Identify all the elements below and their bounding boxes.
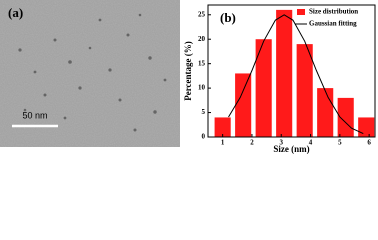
panel-label: (b) xyxy=(220,10,236,25)
legend-label: Gaussian fitting xyxy=(309,20,357,28)
bar xyxy=(276,9,293,138)
legend-label: Size distribution xyxy=(309,8,358,16)
chart: 0 5 10 15 20 25 1 2 3 4 5 6 Size (nm) Percentage (%) (… xyxy=(183,4,376,154)
bar xyxy=(337,97,354,137)
scale-bar-label: 50 nm xyxy=(22,110,47,120)
panel-label: (a) xyxy=(8,5,23,20)
bar xyxy=(358,117,375,137)
y-tick-label: 0 xyxy=(202,133,206,141)
x-tick-label: 4 xyxy=(309,139,313,147)
y-tick-label: 15 xyxy=(198,59,206,67)
page: {"panel_a": {"label": "(a)", "scale_bar"… xyxy=(0,0,376,155)
figure: (a) 50 nm 0 5 10 15 20 25 1 2 3 4 5 6 Size (nm) Perce… xyxy=(0,0,376,154)
x-tick-label: 2 xyxy=(250,139,254,147)
x-axis-label: Size (nm) xyxy=(273,144,309,154)
x-tick-label: 3 xyxy=(279,139,283,147)
bar xyxy=(214,117,231,137)
x-tick-label: 6 xyxy=(367,139,371,147)
y-tick-label: 5 xyxy=(202,108,206,116)
bar xyxy=(235,73,252,137)
particles xyxy=(18,13,167,132)
y-tick-label: 10 xyxy=(198,84,206,92)
y-tick-label: 25 xyxy=(198,10,206,18)
fit-line xyxy=(228,14,364,135)
plot-frame xyxy=(207,4,376,138)
bar xyxy=(255,39,272,137)
legend-swatch xyxy=(297,9,305,15)
y-tick-label: 20 xyxy=(198,35,206,43)
y-axis-label: Percentage (%) xyxy=(183,41,193,101)
bar xyxy=(317,88,334,137)
bar xyxy=(296,44,313,137)
tem-image: (a) 50 nm xyxy=(0,0,180,147)
x-tick-label: 5 xyxy=(338,139,342,147)
x-tick-label: 1 xyxy=(221,139,225,147)
tem-noise xyxy=(0,0,180,147)
